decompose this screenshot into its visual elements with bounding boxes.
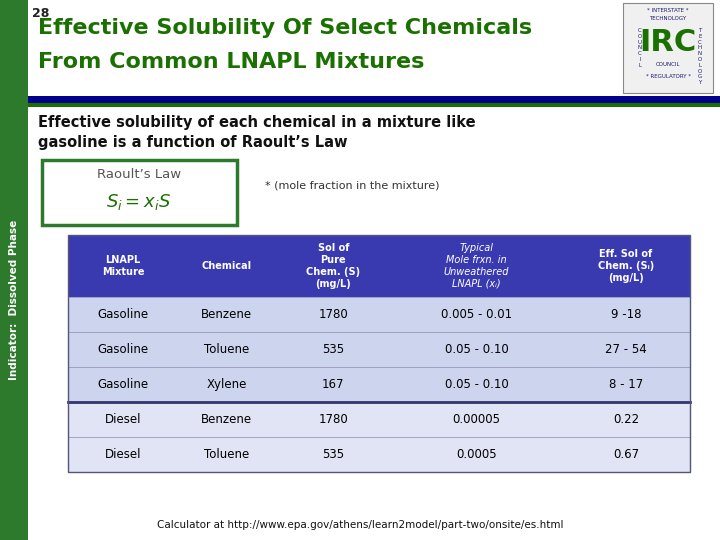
Bar <box>28 107 720 540</box>
Text: Toluene: Toluene <box>204 448 249 461</box>
Bar <box>42 160 237 225</box>
Text: LNAPL
Mixture: LNAPL Mixture <box>102 255 144 277</box>
Text: $\mathit{S_i = x_iS}$: $\mathit{S_i = x_iS}$ <box>107 192 171 212</box>
Text: Effective solubility of each chemical in a mixture like: Effective solubility of each chemical in… <box>38 115 476 130</box>
Text: Raoult’s Law: Raoult’s Law <box>97 168 181 181</box>
Text: Sol of
Pure
Chem. (S)
(mg/L): Sol of Pure Chem. (S) (mg/L) <box>306 243 360 289</box>
Text: 0.22: 0.22 <box>613 413 639 426</box>
Bar <box>68 332 690 367</box>
Text: COUNCIL: COUNCIL <box>656 62 680 67</box>
Text: 0.05 - 0.10: 0.05 - 0.10 <box>445 378 508 391</box>
Text: 1780: 1780 <box>318 413 348 426</box>
Text: 9 -18: 9 -18 <box>611 308 642 321</box>
Bar <box>0 0 28 540</box>
Bar <box>68 402 690 437</box>
Text: Eff. Sol of
Chem. (Sᵢ)
(mg/L): Eff. Sol of Chem. (Sᵢ) (mg/L) <box>598 249 654 283</box>
Text: gasoline is a function of Raoult’s Law: gasoline is a function of Raoult’s Law <box>38 135 348 150</box>
Text: Chemical: Chemical <box>202 261 251 271</box>
Text: Xylene: Xylene <box>207 378 247 391</box>
Text: C
O
U
N
C
I
L: C O U N C I L <box>638 28 642 68</box>
Text: Diesel: Diesel <box>104 448 141 461</box>
Bar <box>68 235 690 472</box>
Bar <box>28 0 720 115</box>
Text: 0.05 - 0.10: 0.05 - 0.10 <box>445 343 508 356</box>
Text: 535: 535 <box>323 448 344 461</box>
Text: Benzene: Benzene <box>201 308 252 321</box>
Text: * REGULATORY *: * REGULATORY * <box>646 74 690 79</box>
Text: 0.67: 0.67 <box>613 448 639 461</box>
Text: Effective Solubility Of Select Chemicals: Effective Solubility Of Select Chemicals <box>38 18 532 38</box>
Bar <box>68 437 690 472</box>
Text: * (mole fraction in the mixture): * (mole fraction in the mixture) <box>265 180 439 190</box>
Text: Calculator at http://www.epa.gov/athens/learn2model/part-two/onsite/es.html: Calculator at http://www.epa.gov/athens/… <box>157 520 563 530</box>
Text: 27 - 54: 27 - 54 <box>605 343 647 356</box>
Bar <box>28 96 720 103</box>
Bar <box>68 235 690 297</box>
Text: * INTERSTATE *: * INTERSTATE * <box>647 8 689 13</box>
Text: Benzene: Benzene <box>201 413 252 426</box>
Bar <box>623 3 713 93</box>
Bar <box>68 297 690 332</box>
Text: Indicator:  Dissolved Phase: Indicator: Dissolved Phase <box>9 220 19 380</box>
Text: 0.005 - 0.01: 0.005 - 0.01 <box>441 308 512 321</box>
Text: 28: 28 <box>32 7 50 20</box>
Text: Toluene: Toluene <box>204 343 249 356</box>
Text: Diesel: Diesel <box>104 413 141 426</box>
Text: 0.0005: 0.0005 <box>456 448 497 461</box>
Text: Typical
Mole frxn. in
Unweathered
LNAPL (xᵢ): Typical Mole frxn. in Unweathered LNAPL … <box>444 243 509 289</box>
Text: From Common LNAPL Mixtures: From Common LNAPL Mixtures <box>38 52 424 72</box>
Bar <box>68 367 690 402</box>
Text: Gasoline: Gasoline <box>97 343 148 356</box>
Text: 535: 535 <box>323 343 344 356</box>
Text: 8 - 17: 8 - 17 <box>609 378 643 391</box>
Text: IRC: IRC <box>639 28 697 57</box>
Text: 167: 167 <box>322 378 344 391</box>
Text: Gasoline: Gasoline <box>97 308 148 321</box>
Text: 1780: 1780 <box>318 308 348 321</box>
Bar <box>28 103 720 107</box>
Text: T
E
C
H
N
O
L
O
G
Y: T E C H N O L O G Y <box>698 28 702 85</box>
Text: TECHNOLOGY: TECHNOLOGY <box>649 16 687 21</box>
Text: Gasoline: Gasoline <box>97 378 148 391</box>
Text: 0.00005: 0.00005 <box>453 413 500 426</box>
